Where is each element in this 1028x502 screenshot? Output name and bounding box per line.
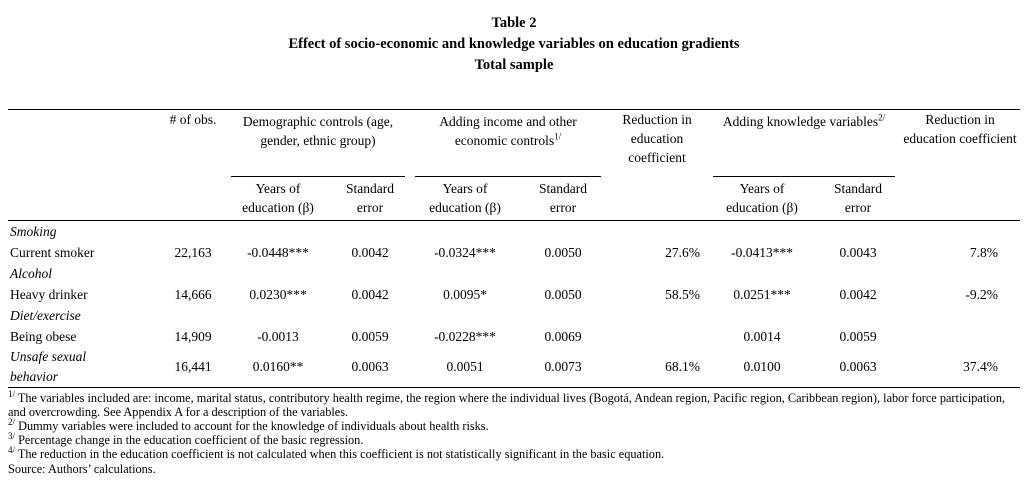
cell-beta-knowledge: 0.0251***	[733, 286, 791, 302]
cell-beta-income: 0.0051	[410, 346, 520, 388]
cell-num-obs: 16,441	[160, 346, 226, 388]
header-empty-cell	[8, 109, 160, 221]
section-row-smoking: Smoking	[8, 221, 1020, 242]
cell-num-obs: 14,909	[174, 328, 212, 344]
cell-beta-income: -0.0324***	[434, 244, 496, 260]
cell-se-income: 0.0050	[544, 244, 582, 260]
cell-beta-knowledge: -0.0413***	[731, 244, 793, 260]
header-standard-error-1: Standard error	[330, 176, 410, 221]
results-table: # of obs. Demographic controls (age, gen…	[8, 109, 1021, 388]
section-label: Diet/exercise	[10, 307, 81, 323]
table-row-current-smoker: Current smoker 22,163 -0.0448*** 0.0042 …	[8, 242, 1020, 263]
section-row-alcohol: Alcohol	[8, 263, 1020, 284]
cell-se-demographic: 0.0063	[330, 346, 410, 388]
table-title: Table 2 Effect of socio-economic and kno…	[0, 0, 1028, 76]
cell-reduction-1: 68.1%	[606, 346, 709, 388]
header-reduction-coefficient-1: Reduction in education coefficient	[606, 109, 709, 221]
cell-reduction-2: 7.8%	[969, 244, 999, 260]
cell-se-demographic: 0.0042	[351, 244, 389, 260]
cell-beta-knowledge: 0.0014	[743, 328, 781, 344]
footnote-marker-1: 1/	[554, 131, 562, 142]
section-row-diet-exercise: Diet/exercise	[8, 305, 1020, 326]
footnote-2-text: Dummy variables were included to account…	[15, 418, 489, 433]
header-group-knowledge-label: Adding knowledge variables2/	[722, 112, 886, 129]
table-row-being-obese: Being obese 14,909 -0.0013 0.0059 -0.022…	[8, 326, 1020, 347]
cell-se-knowledge: 0.0063	[816, 346, 901, 388]
cell-reduction-2: 37.4%	[900, 346, 1021, 388]
header-group-demographic: Demographic controls (age, gender, ethni…	[226, 110, 410, 177]
cell-se-income: 0.0073	[520, 346, 607, 388]
footnote-1: 1/ The variables included are: income, m…	[8, 388, 1020, 419]
cell-num-obs: 14,666	[174, 286, 212, 302]
footnote-4-text: The reduction in the education coefficie…	[15, 447, 665, 462]
cell-beta-demographic: 0.0160**	[226, 346, 330, 388]
cell-se-income: 0.0050	[544, 286, 582, 302]
table-title-line3: Total sample	[474, 57, 554, 73]
cell-se-demographic: 0.0059	[351, 328, 389, 344]
cell-reduction-1: 27.6%	[665, 244, 701, 260]
cell-beta-demographic: 0.0230***	[249, 286, 307, 302]
cell-se-knowledge: 0.0059	[839, 328, 877, 344]
table-row-unsafe-sexual-behavior: Unsafe sexual behavior 16,441 0.0160** 0…	[8, 346, 1021, 388]
footnote-2-marker: 2/	[8, 416, 16, 427]
cell-reduction-1: 58.5%	[665, 286, 701, 302]
header-reduction-coefficient-2: Reduction in education coefficient	[900, 109, 1021, 221]
cell-beta-demographic: -0.0013	[257, 328, 299, 344]
cell-se-knowledge: 0.0043	[839, 244, 877, 260]
footnote-4-marker: 4/	[8, 445, 16, 456]
footnote-2: 2/ Dummy variables were included to acco…	[8, 416, 1020, 433]
row-label: Heavy drinker	[10, 286, 88, 302]
footnote-1-marker: 1/	[8, 388, 16, 399]
cell-beta-demographic: -0.0448***	[247, 244, 309, 260]
header-sub-row: Years of education (β) Standard error Ye…	[8, 176, 1020, 221]
section-label: Smoking	[10, 223, 57, 239]
footnote-3-marker: 3/	[8, 431, 16, 442]
cell-beta-income: 0.0095*	[443, 286, 487, 302]
section-label: Alcohol	[10, 265, 52, 281]
header-group-income-label: Adding income and other economic control…	[439, 114, 577, 148]
footnote-3-text: Percentage change in the education coeff…	[15, 433, 364, 448]
header-num-obs: # of obs.	[160, 109, 226, 221]
table-title-line2: Effect of socio-economic and knowledge v…	[288, 36, 740, 52]
table-body: Smoking Current smoker 22,163 -0.0448***…	[8, 221, 1021, 388]
cell-se-demographic: 0.0042	[351, 286, 389, 302]
header-years-education-1: Years of education (β)	[226, 176, 330, 221]
header-group-row: # of obs. Demographic controls (age, gen…	[8, 109, 1021, 221]
cell-num-obs: 22,163	[174, 244, 212, 260]
table-title-line1: Table 2	[491, 15, 537, 31]
header-group-income: Adding income and other economic control…	[410, 110, 606, 177]
header-standard-error-3: Standard error	[816, 176, 901, 221]
cell-reduction-2: -9.2%	[965, 286, 999, 302]
footnote-marker-2: 2/	[878, 112, 886, 123]
footnote-3: 3/ Percentage change in the education co…	[8, 431, 1020, 448]
cell-beta-knowledge: 0.0100	[708, 346, 817, 388]
header-group-demographic-label: Demographic controls (age, gender, ethni…	[242, 114, 394, 148]
table-row-heavy-drinker: Heavy drinker 14,666 0.0230*** 0.0042 0.…	[8, 284, 1020, 305]
table-header: # of obs. Demographic controls (age, gen…	[8, 109, 1021, 221]
header-years-education-2: Years of education (β)	[410, 176, 520, 221]
table-footnotes: 1/ The variables included are: income, m…	[8, 388, 1020, 476]
header-years-education-3: Years of education (β)	[708, 176, 817, 221]
footnote-4: 4/ The reduction in the education coeffi…	[8, 445, 1020, 462]
row-label: Unsafe sexual behavior	[8, 346, 160, 388]
cell-se-knowledge: 0.0042	[839, 286, 877, 302]
cell-se-income: 0.0069	[544, 328, 582, 344]
footnote-1-text: The variables included are: income, mari…	[8, 390, 1006, 419]
cell-reduction-1	[606, 326, 708, 347]
row-label: Current smoker	[10, 244, 95, 260]
header-group-knowledge: Adding knowledge variables2/	[708, 110, 900, 177]
source-note: Source: Authors’ calculations.	[8, 461, 156, 476]
cell-reduction-2	[900, 326, 1020, 347]
cell-beta-income: -0.0228***	[434, 328, 496, 344]
header-standard-error-2: Standard error	[520, 176, 607, 221]
row-label: Being obese	[10, 328, 77, 344]
